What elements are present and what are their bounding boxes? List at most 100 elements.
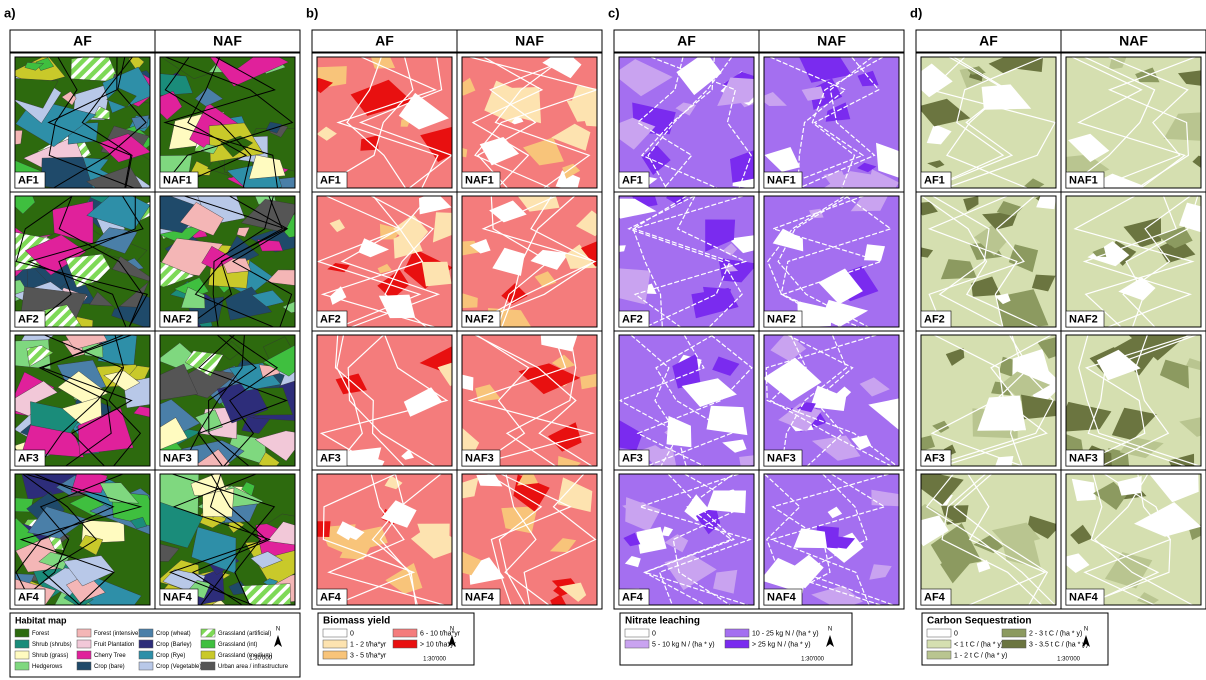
map-road [767,196,845,327]
map-parcel [976,560,991,573]
map-parcel [1104,552,1153,589]
tile-label: NAF1 [767,174,796,186]
map-parcel [857,162,877,173]
map-tile [1066,57,1201,188]
map-road [469,57,597,188]
tile-label-box [763,310,803,328]
legend-swatch [138,639,154,649]
map-road [209,474,262,605]
map-parcel [254,430,295,462]
legend-title: Habitat map [15,615,67,625]
map-road [1107,57,1196,188]
map-parcel [401,449,414,460]
map-parcel [1027,515,1056,539]
panel-label: a) [4,5,16,20]
legend-title: Nitrate leaching [625,616,700,627]
tile-label: NAF4 [163,591,193,603]
map-parcel [722,243,738,256]
map-road [1087,335,1197,466]
map-parcel [15,517,41,552]
map-road [474,335,593,466]
map-road [630,335,687,466]
tile-label-box [159,171,199,189]
map-parcel [681,378,737,407]
map-parcel [1137,592,1159,605]
map-parcel [691,287,739,319]
legend-label: Shrub (grass) [32,653,68,659]
map-road [358,57,452,188]
legend-label: > 10 t/ha*yr [420,641,457,648]
map-tile [160,196,295,327]
map-parcel [160,363,198,401]
legend-label: Urban area / infrastructure [218,664,289,670]
map-parcel [317,126,337,141]
map-road [319,335,449,466]
tile-label-box [159,588,199,606]
map-road [27,196,144,327]
map-parcel [820,299,869,327]
map-border [618,56,755,189]
map-tile [462,57,597,188]
legend-swatch [926,628,952,638]
map-tile [317,474,452,605]
map-parcel [265,121,283,134]
map-road [471,57,544,188]
map-road [15,474,124,605]
map-tile [764,57,899,188]
map-parcel [130,516,147,530]
header-cell [154,29,301,53]
map-road [768,474,889,605]
map-border [920,56,1057,189]
map-road [932,196,1003,327]
map-road [48,57,135,188]
north-arrow [448,635,456,647]
map-parcel [864,244,885,261]
map-parcel [492,247,525,276]
legend-swatch [138,628,154,638]
map-road [47,57,132,188]
map-parcel [857,70,879,87]
map-parcel [1071,478,1096,501]
tile-label-box [316,588,348,606]
tile-label-box [1065,171,1105,189]
map-parcel [664,534,689,553]
map-parcel [921,63,953,98]
map-border [763,56,900,189]
map-road [769,474,887,605]
map-parcel [619,268,651,305]
map-parcel [566,99,597,122]
map-road [172,474,272,605]
map-tile [160,474,295,605]
legend-label: 1 - 2 t/ha*yr [350,641,387,648]
legend-label: 10 - 25 kg N / (ha * y) [752,630,819,637]
map-parcel [562,163,581,179]
map-road [800,474,894,605]
map-road [1086,474,1160,605]
tile-label-box [14,171,46,189]
map-road [334,335,405,466]
map-road [631,196,744,327]
map-road [771,196,883,327]
map-parcel [1117,476,1142,496]
map-parcel [981,84,1032,110]
tile-label-box [461,588,501,606]
legend-swatch [624,639,650,649]
map-road [172,57,248,188]
map-parcel [619,245,626,253]
tile-label: AF2 [320,313,341,325]
map-road [619,335,705,466]
map-tile [1066,474,1201,605]
tile-label: AF1 [622,174,643,186]
legend-swatch [76,639,92,649]
map-road [229,196,293,327]
map-road [462,196,596,327]
map-tile [15,474,150,605]
map-scale: 1:30'000 [249,656,272,662]
tile-label: AF1 [924,174,945,186]
map-road [765,335,898,466]
map-road [928,196,1035,327]
map-parcel [868,398,899,430]
map-parcel [131,114,150,130]
tile-label-box [618,171,650,189]
map-road [777,57,880,188]
